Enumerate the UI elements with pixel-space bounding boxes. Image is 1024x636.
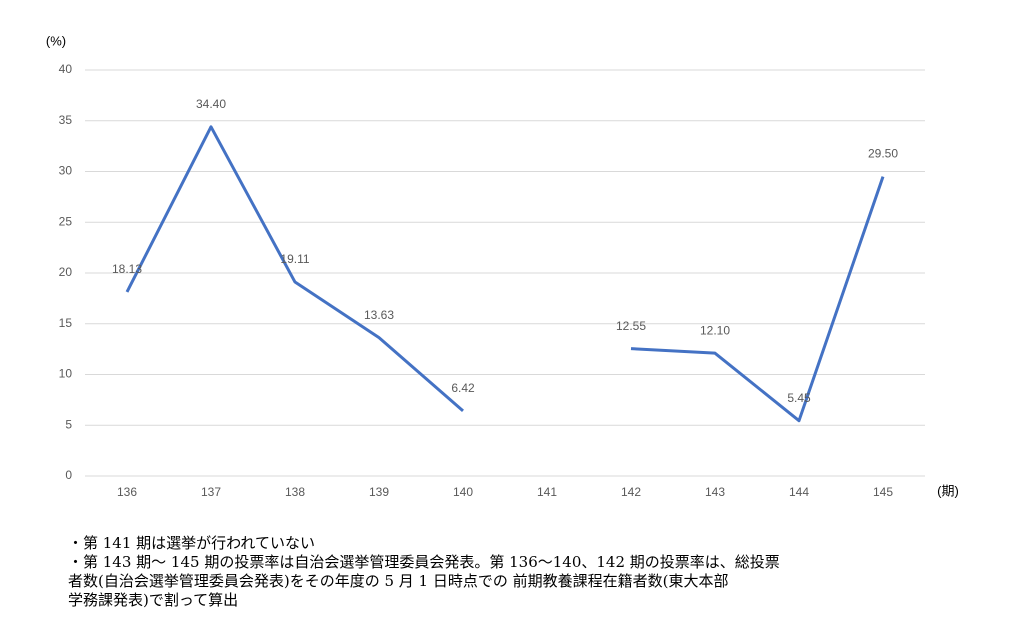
y-tick-label: 5 xyxy=(65,417,72,431)
note-line: 者数(自治会選挙管理委員会発表)をその年度の 5 月 1 日時点での 前期教養課… xyxy=(68,572,729,590)
data-label: 29.50 xyxy=(868,147,898,161)
data-label: 19.11 xyxy=(280,252,309,266)
data-label: 34.40 xyxy=(196,97,226,111)
x-tick-label: 136 xyxy=(117,485,137,499)
x-tick-label: 145 xyxy=(873,485,893,499)
x-tick-label: 143 xyxy=(705,485,725,499)
y-tick-label: 15 xyxy=(59,316,73,330)
data-label: 13.63 xyxy=(364,308,394,322)
data-label: 12.10 xyxy=(700,323,730,337)
x-tick-label: 142 xyxy=(621,485,641,499)
y-tick-label: 40 xyxy=(59,62,73,76)
y-tick-label: 20 xyxy=(59,265,73,279)
x-axis-label: (期) xyxy=(937,483,959,498)
data-label: 6.42 xyxy=(451,381,475,395)
x-tick-label: 139 xyxy=(369,485,389,499)
x-tick-label: 141 xyxy=(537,485,557,499)
notes: ・第 141 期は選挙が行われていない ・第 143 期〜 145 期の投票率は自… xyxy=(68,534,968,610)
y-axis-label: (%) xyxy=(46,33,66,48)
x-tick-label: 140 xyxy=(453,485,473,499)
x-tick-label: 144 xyxy=(789,485,809,499)
chart: (%) (期) 0 5 10 15 20 25 30 35 40 136 137 138 139 140 1… xyxy=(46,33,959,499)
data-line xyxy=(125,125,885,423)
y-tick-label: 30 xyxy=(59,164,73,178)
y-tick-label: 10 xyxy=(59,367,73,381)
y-tick-label: 25 xyxy=(59,214,73,228)
x-tick-label: 137 xyxy=(201,485,221,499)
y-tick-label: 35 xyxy=(59,113,73,127)
y-tick-label: 0 xyxy=(65,468,72,482)
note-line: 学務課発表)で割って算出 xyxy=(68,591,239,609)
note-line: ・第 141 期は選挙が行われていない xyxy=(68,534,315,552)
data-label: 12.55 xyxy=(616,319,646,333)
x-tick-label: 138 xyxy=(285,485,305,499)
note-line: ・第 143 期〜 145 期の投票率は自治会選挙管理委員会発表。第 136〜1… xyxy=(68,553,780,571)
data-label: 18.13 xyxy=(112,262,142,276)
data-label: 5.45 xyxy=(787,391,811,405)
